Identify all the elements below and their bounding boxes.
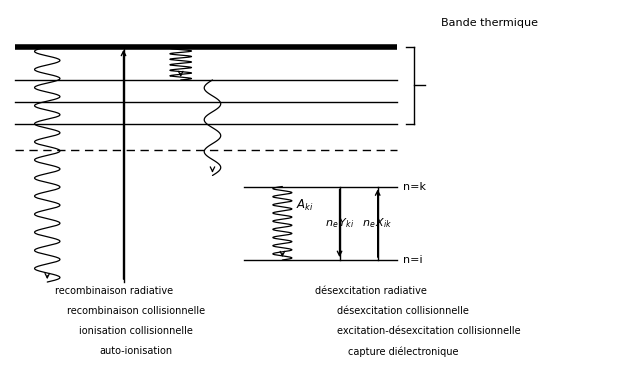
Text: recombinaison collisionnelle: recombinaison collisionnelle bbox=[67, 306, 205, 316]
Text: n=i: n=i bbox=[403, 255, 422, 265]
Text: ionisation collisionnelle: ionisation collisionnelle bbox=[79, 326, 193, 336]
Text: désexcitation collisionnelle: désexcitation collisionnelle bbox=[337, 306, 469, 316]
Text: capture diélectronique: capture diélectronique bbox=[348, 347, 458, 357]
Text: excitation-désexcitation collisionnelle: excitation-désexcitation collisionnelle bbox=[337, 326, 520, 336]
Text: $A_{ki}$: $A_{ki}$ bbox=[296, 198, 314, 213]
Text: auto-ionisation: auto-ionisation bbox=[99, 347, 173, 356]
Text: $n_e\,X_{ik}$: $n_e\,X_{ik}$ bbox=[362, 216, 393, 230]
Text: recombinaison radiative: recombinaison radiative bbox=[55, 286, 173, 296]
Text: n=k: n=k bbox=[403, 182, 426, 191]
Text: Bande thermique: Bande thermique bbox=[441, 18, 538, 28]
Text: $n_e\,Y_{ki}$: $n_e\,Y_{ki}$ bbox=[325, 216, 354, 230]
Text: désexcitation radiative: désexcitation radiative bbox=[315, 286, 428, 296]
